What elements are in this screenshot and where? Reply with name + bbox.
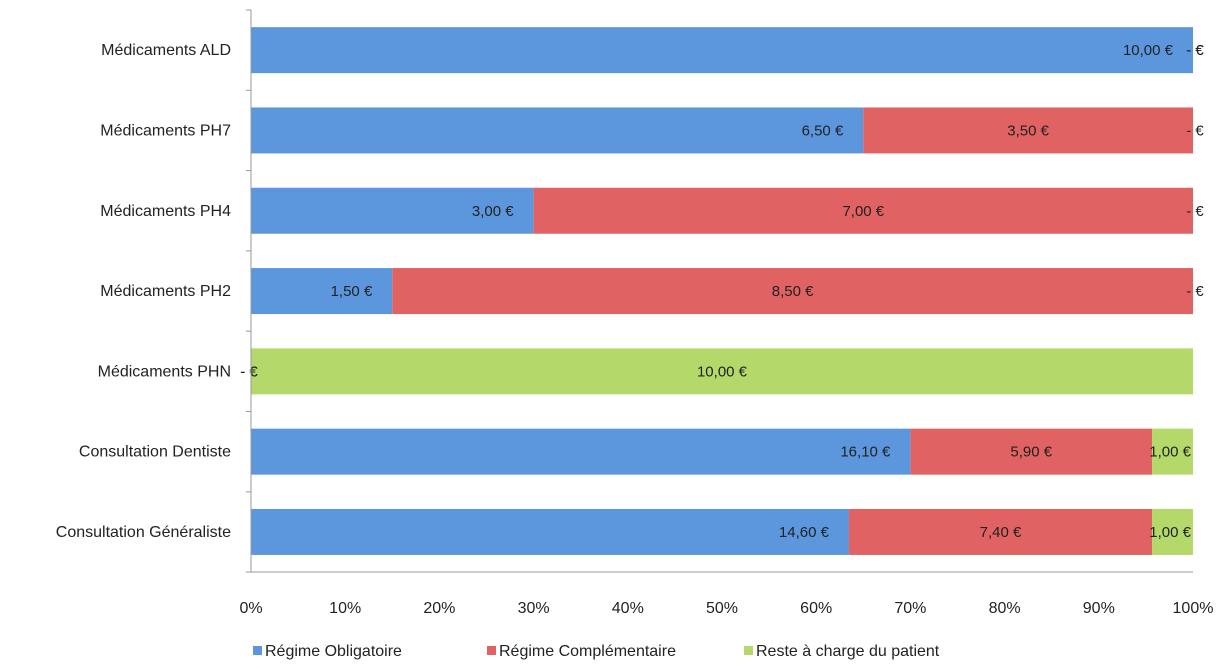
data-label-regime-complementaire-consultation-generaliste: 7,40 € xyxy=(980,524,1022,541)
data-label-regime-obligatoire-medicaments-ph4: 3,00 € xyxy=(472,203,514,220)
data-label-regime-complementaire-medicaments-ph2: 8,50 € xyxy=(772,283,814,300)
legend-label-regime-complementaire: Régime Complémentaire xyxy=(499,643,676,660)
bar-regime-complementaire-consultation-generaliste xyxy=(848,508,1153,555)
x-tick-label: 90% xyxy=(1083,600,1115,617)
x-tick-label: 50% xyxy=(706,600,738,617)
legend-label-regime-obligatoire: Régime Obligatoire xyxy=(265,643,402,660)
data-label-regime-complementaire-medicaments-ald: - € xyxy=(1186,42,1204,59)
category-label-consultation-generaliste: Consultation Généraliste xyxy=(56,524,231,541)
data-label-reste-a-charge-du-patient-medicaments-ph4: - € xyxy=(1186,203,1204,220)
x-tick-label: 40% xyxy=(612,600,644,617)
bar-regime-obligatoire-medicaments-ph7 xyxy=(251,107,864,154)
x-tick-label: 100% xyxy=(1173,600,1214,617)
bar-reste-a-charge-du-patient-consultation-dentiste xyxy=(1152,428,1193,475)
bar-reste-a-charge-du-patient-consultation-generaliste xyxy=(1152,508,1193,555)
bar-regime-obligatoire-medicaments-ph4 xyxy=(251,187,534,234)
legend-swatch-reste-a-charge-du-patient xyxy=(744,646,753,655)
x-tick-label: 60% xyxy=(800,600,832,617)
data-label-regime-complementaire-medicaments-phn: - € xyxy=(240,363,258,380)
data-label-regime-complementaire-medicaments-ph4: 7,00 € xyxy=(842,203,884,220)
data-label-regime-complementaire-medicaments-ph7: 3,50 € xyxy=(1007,122,1049,139)
x-tick-label: 80% xyxy=(989,600,1021,617)
bar-regime-obligatoire-medicaments-ph2 xyxy=(251,268,393,315)
bar-reste-a-charge-du-patient-medicaments-phn xyxy=(251,348,1193,395)
legend-swatch-regime-obligatoire xyxy=(253,646,262,655)
x-tick-label: 20% xyxy=(423,600,455,617)
category-label-medicaments-ph2: Médicaments PH2 xyxy=(100,283,231,300)
category-label-medicaments-phn: Médicaments PHN xyxy=(98,363,231,380)
data-label-reste-a-charge-du-patient-medicaments-phn: 10,00 € xyxy=(697,363,748,380)
bar-regime-complementaire-medicaments-ph4 xyxy=(533,187,1193,234)
bar-regime-obligatoire-medicaments-ald xyxy=(251,27,1193,74)
data-label-reste-a-charge-du-patient-consultation-generaliste: 1,00 € xyxy=(1149,524,1191,541)
x-tick-label: 30% xyxy=(518,600,550,617)
bars-layer xyxy=(251,27,1193,555)
data-label-regime-obligatoire-medicaments-ph2: 1,50 € xyxy=(331,283,373,300)
data-label-regime-obligatoire-medicaments-ph7: 6,50 € xyxy=(802,122,844,139)
bar-regime-complementaire-medicaments-ph7 xyxy=(863,107,1193,154)
legend: Régime Obligatoire Régime Complémentaire R… xyxy=(253,643,940,660)
x-tick-label: 70% xyxy=(894,600,926,617)
bar-regime-complementaire-medicaments-ph2 xyxy=(392,268,1193,315)
category-label-medicaments-ald: Médicaments ALD xyxy=(101,42,231,59)
bar-regime-complementaire-consultation-dentiste xyxy=(910,428,1153,475)
bar-regime-obligatoire-consultation-generaliste xyxy=(251,508,849,555)
data-label-regime-obligatoire-medicaments-ald: 10,00 € xyxy=(1123,42,1174,59)
data-label-reste-a-charge-du-patient-consultation-dentiste: 1,00 € xyxy=(1149,444,1191,461)
x-tick-label: 10% xyxy=(329,600,361,617)
data-labels-layer: 10,00 € - € - € 6,50 € 3,50 € - € 3,00 € 7,00 €… xyxy=(240,42,1204,541)
category-label-consultation-dentiste: Consultation Dentiste xyxy=(79,444,231,461)
data-label-regime-obligatoire-consultation-dentiste: 16,10 € xyxy=(840,444,891,461)
x-tick-label: 0% xyxy=(239,600,262,617)
legend-label-reste-a-charge-du-patient: Reste à charge du patient xyxy=(756,643,940,660)
category-label-medicaments-ph7: Médicaments PH7 xyxy=(100,122,231,139)
bar-regime-obligatoire-consultation-dentiste xyxy=(251,428,911,475)
data-label-reste-a-charge-du-patient-medicaments-ald: - € xyxy=(1186,42,1204,59)
data-label-regime-obligatoire-consultation-generaliste: 14,60 € xyxy=(779,524,830,541)
data-label-reste-a-charge-du-patient-medicaments-ph2: - € xyxy=(1186,283,1204,300)
legend-swatch-regime-complementaire xyxy=(487,646,496,655)
data-label-regime-complementaire-consultation-dentiste: 5,90 € xyxy=(1010,444,1052,461)
category-label-medicaments-ph4: Médicaments PH4 xyxy=(100,203,231,220)
data-label-regime-obligatoire-medicaments-phn: - € xyxy=(240,363,258,380)
data-label-reste-a-charge-du-patient-medicaments-ph7: - € xyxy=(1186,122,1204,139)
axes-layer: 0% 10% 20% 30% 40% 50% 60% 70% 80% 90% 100% Médicam… xyxy=(56,9,1214,617)
